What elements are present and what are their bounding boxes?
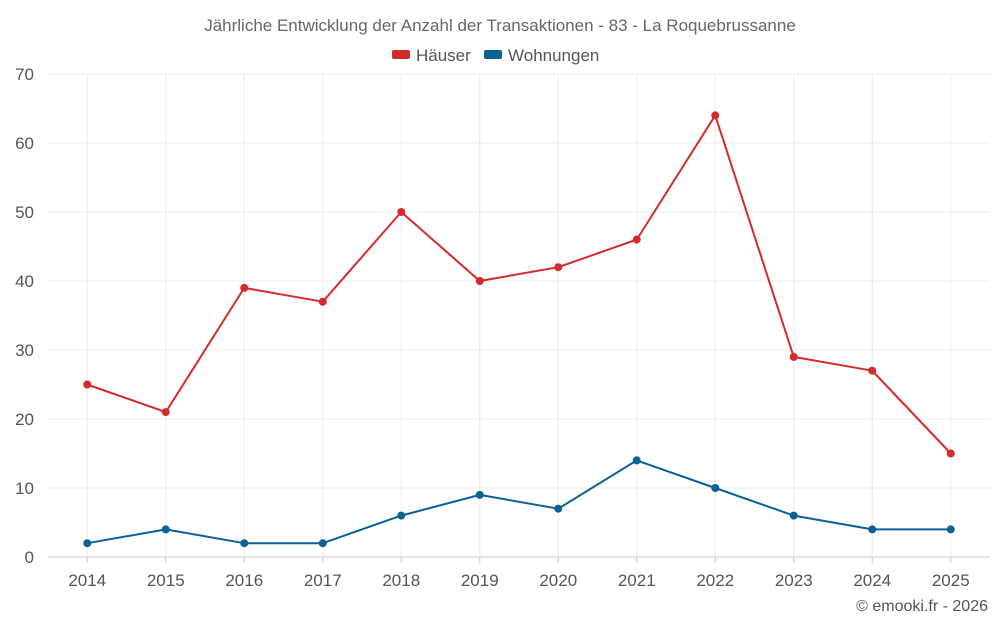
legend-label-haeuser: Häuser <box>416 46 471 65</box>
data-point-haeuser-2025[interactable] <box>946 449 955 458</box>
data-point-wohnungen-2017[interactable] <box>318 539 327 548</box>
y-tick-label-50: 50 <box>15 203 34 222</box>
gridlines <box>48 73 990 558</box>
data-point-haeuser-2017[interactable] <box>318 297 327 306</box>
data-point-wohnungen-2021[interactable] <box>632 456 641 465</box>
data-point-wohnungen-2022[interactable] <box>711 484 720 492</box>
x-tick-label-2018: 2018 <box>382 571 420 590</box>
data-point-haeuser-2020[interactable] <box>554 263 563 272</box>
data-point-wohnungen-2024[interactable] <box>868 525 877 534</box>
y-tick-label-30: 30 <box>15 341 34 360</box>
legend: Häuser Wohnungen <box>392 46 599 65</box>
legend-item-haeuser[interactable]: Häuser <box>392 46 471 65</box>
chart-title: Jährliche Entwicklung der Anzahl der Tra… <box>204 16 796 35</box>
x-axis: 2014 2015 2016 2017 2018 2019 2020 2021 2022 2023… <box>68 557 970 590</box>
data-point-wohnungen-2025[interactable] <box>946 525 955 534</box>
x-tick-label-2017: 2017 <box>304 571 342 590</box>
data-point-wohnungen-2019[interactable] <box>475 490 484 499</box>
series-line-haeuser <box>86 114 952 455</box>
y-tick-label-0: 0 <box>25 548 34 567</box>
x-tick-label-2020: 2020 <box>539 571 577 590</box>
x-tick-label-2019: 2019 <box>461 571 499 590</box>
data-point-haeuser-2024[interactable] <box>868 366 877 375</box>
data-point-haeuser-2021[interactable] <box>632 235 641 244</box>
y-tick-label-10: 10 <box>15 479 34 498</box>
y-tick-label-70: 70 <box>15 65 34 84</box>
legend-swatch-wohnungen <box>484 50 502 59</box>
data-point-haeuser-2018[interactable] <box>397 208 406 216</box>
credit-text: © emooki.fr - 2026 <box>856 598 988 615</box>
y-axis: 0 10 20 30 40 50 60 70 <box>15 65 34 567</box>
y-tick-label-40: 40 <box>15 272 34 291</box>
series-line-wohnungen <box>87 459 951 545</box>
x-tick-label-2014: 2014 <box>68 571 106 590</box>
data-point-wohnungen-2018[interactable] <box>397 511 406 520</box>
x-tick-label-2024: 2024 <box>853 571 891 590</box>
data-point-wohnungen-2014[interactable] <box>83 539 92 548</box>
x-tick-label-2022: 2022 <box>696 571 734 590</box>
data-point-wohnungen-2016[interactable] <box>240 539 249 548</box>
data-point-haeuser-2014[interactable] <box>83 380 92 389</box>
y-tick-label-20: 20 <box>15 410 34 429</box>
data-point-wohnungen-2023[interactable] <box>789 511 798 520</box>
legend-label-wohnungen: Wohnungen <box>508 46 599 65</box>
data-point-wohnungen-2020[interactable] <box>554 504 563 513</box>
series-layer <box>83 111 955 548</box>
data-point-haeuser-2022[interactable] <box>711 111 720 120</box>
data-point-haeuser-2023[interactable] <box>789 352 798 361</box>
x-tick-label-2016: 2016 <box>225 571 263 590</box>
x-tick-label-2023: 2023 <box>775 571 813 590</box>
data-point-wohnungen-2015[interactable] <box>161 525 170 534</box>
legend-item-wohnungen[interactable]: Wohnungen <box>484 46 599 65</box>
data-point-haeuser-2019[interactable] <box>475 277 484 285</box>
data-point-haeuser-2016[interactable] <box>240 283 249 292</box>
x-tick-label-2025: 2025 <box>932 571 970 590</box>
data-point-haeuser-2015[interactable] <box>161 408 170 417</box>
y-tick-label-60: 60 <box>15 134 34 153</box>
x-tick-label-2015: 2015 <box>147 571 185 590</box>
legend-swatch-haeuser <box>392 50 410 59</box>
x-tick-label-2021: 2021 <box>618 571 656 590</box>
